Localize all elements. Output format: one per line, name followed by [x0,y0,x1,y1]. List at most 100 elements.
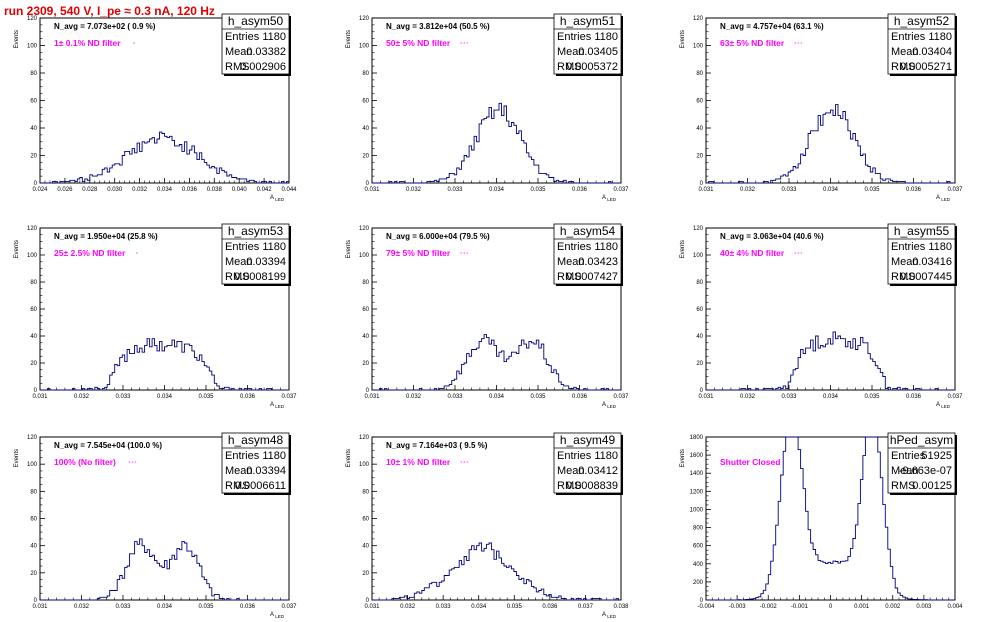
y-tick-label: 20 [696,361,703,367]
stat-value-mean: 0.03416 [912,256,952,268]
y-tick-label: 0 [700,598,704,604]
x-tick-label: 0.032 [132,187,148,193]
stats-box [553,432,622,494]
navg-annotation: N_avg = 1.950e+04 (25.8 %) [54,232,158,241]
y-tick-label: 100 [27,253,38,259]
y-tick-label: 120 [693,16,704,22]
navg-annotation: N_avg = 4.757e+04 (63.1 %) [720,22,824,31]
filter-annotation: 100% (No filter) [54,457,116,467]
stat-value-rms: 0.0008839 [566,480,618,492]
stat-value-entries: 1180 [262,450,286,462]
stats-box [887,432,956,494]
x-tick-label: 0.034 [157,604,173,610]
histogram-title: h_asym52 [894,14,950,28]
stat-value-entries: 51925 [921,450,952,462]
y-tick-label: 20 [696,154,703,160]
histogram-panel-h_asym52: 0 20 40 60 80 100 120 0.031 0.032 0.033 0.034 0.035… [680,13,963,202]
x-tick-label: 0.033 [115,604,131,610]
y-axis-title: Events [680,449,686,467]
y-tick-label: 0 [700,388,704,394]
y-tick-label: 40 [696,334,703,340]
y-tick-label: 0 [34,181,38,187]
stat-label-entries: Entries [225,450,260,462]
histogram-line [706,331,955,391]
y-axis-title: Events [680,30,686,48]
x-tick-label: 0.035 [530,394,546,400]
histogram-title: h_asym51 [560,14,616,28]
histogram-line [40,131,290,184]
histogram-line [372,102,621,184]
histogram-line [706,104,955,184]
stat-value-entries: 1180 [928,31,952,43]
x-tick-label: 0.002 [885,604,901,610]
y-tick-label: 80 [362,489,369,495]
y-axis-title: Events [346,30,352,48]
stat-label-rms: RMS [557,480,581,492]
y-tick-label: 20 [362,361,369,367]
y-tick-label: 100 [693,44,704,50]
y-tick-label: 0 [34,598,38,604]
stat-label-rms: RMS [557,271,581,283]
x-tick-label: 0.028 [82,187,98,193]
x-tick-label: 0.038 [207,187,223,193]
y-tick-label: 120 [359,226,370,232]
stat-label-mean: Mean [891,256,919,268]
histogram-panel-h_asym50: 0 20 40 60 80 100 120 0.024 0.026 0.028 0.030 0.032… [14,13,297,202]
y-tick-label: 40 [362,544,369,550]
x-tick-label: 0.038 [613,604,629,610]
stat-label-entries: Entries [557,31,592,43]
stat-value-rms: 0.0007427 [566,271,618,283]
x-axis-title: A LED [602,195,617,202]
y-tick-label: 0 [700,181,704,187]
x-tick-label: 0.032 [74,604,90,610]
histogram-title: h_asym54 [560,224,616,238]
y-tick-label: 80 [696,71,703,77]
x-tick-label: 0.031 [32,394,48,400]
x-tick-label: 0.032 [74,394,90,400]
stat-label-mean: Mean [891,465,919,477]
stat-value-entries: 1180 [594,31,618,43]
y-tick-label: 80 [30,71,37,77]
x-tick-label: 0.034 [471,604,487,610]
stat-value-rms: 0.0006611 [235,480,286,492]
y-tick-label: 20 [30,571,37,577]
y-tick-label: 40 [362,334,369,340]
x-tick-label: 0.033 [447,187,463,193]
y-tick-label: 0 [366,388,370,394]
y-tick-label: 800 [693,526,704,532]
x-axis-title: A LED [936,195,951,202]
y-tick-label: 1200 [690,489,704,495]
histogram-line [40,338,289,391]
histogram-panel-h_asym53: 0 20 40 60 80 100 120 0.031 0.032 0.033 0.034 0.035… [14,223,297,409]
y-tick-label: 80 [30,280,37,286]
x-tick-label: 0.033 [115,394,131,400]
y-tick-label: 40 [30,126,37,132]
stat-label-rms: RMS [891,61,915,73]
stat-label-rms: RMS [225,480,249,492]
x-tick-label: 0.024 [32,187,48,193]
y-tick-label: 600 [693,544,704,550]
navg-annotation: N_avg = 7.073e+02 ( 0.9 %) [54,22,156,31]
y-tick-label: 1000 [690,507,704,513]
x-tick-label: -0.004 [697,604,715,610]
stat-value-mean: 0.03382 [246,46,286,58]
histogram-line [372,334,621,391]
histogram-line [40,538,289,601]
filter-annotation: 10± 1% ND filter [386,457,451,467]
y-tick-label: 100 [359,462,370,468]
x-tick-label: 0.034 [823,187,839,193]
navg-annotation: N_avg = 6.000e+04 (79.5 %) [386,232,490,241]
x-tick-label: 0.001 [854,604,870,610]
y-tick-label: 120 [27,16,38,22]
histogram-panel-h_asym49: 0 20 40 60 80 100 120 0.031 0.032 0.033 0.034 0.035… [346,432,629,619]
run-title: run 2309, 540 V, I_pe ≈ 0.3 nA, 120 Hz [4,4,215,18]
histogram-panel-hPed_asym: 0 200 400 600 800 1000 1200 1400 1600 1800 -0.004 -… [680,432,963,610]
histogram-line [706,436,955,601]
stat-value-rms: 0.0007445 [900,271,952,283]
y-tick-label: 40 [30,334,37,340]
stats-box [221,432,290,494]
histogram-title: h_asym55 [894,224,950,238]
stats-box [221,223,290,285]
x-tick-label: 0.034 [823,394,839,400]
stats-box [887,223,956,285]
